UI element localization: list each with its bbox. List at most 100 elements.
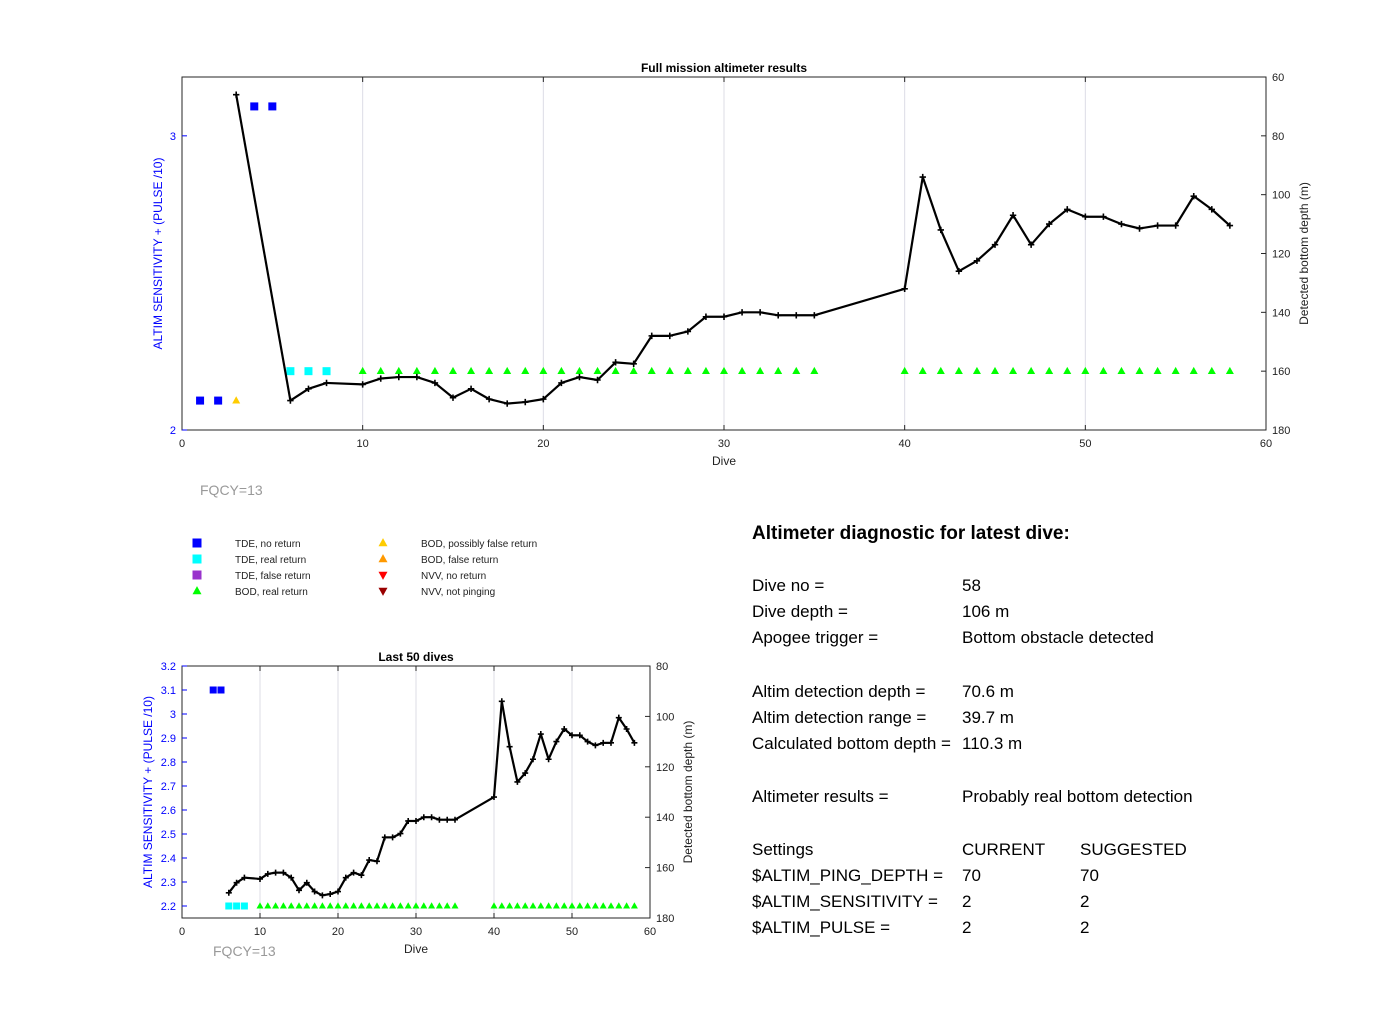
data-point <box>214 396 223 405</box>
depth-line-segment <box>500 701 511 747</box>
data-point <box>435 902 443 909</box>
depth-point <box>793 312 800 319</box>
x-tick-label: 40 <box>899 438 911 450</box>
data-point <box>756 366 765 375</box>
depth-point <box>522 770 529 777</box>
depth-point <box>381 834 388 841</box>
depth-point <box>389 834 396 841</box>
legend-entry: NVV, not pinging <box>378 587 495 598</box>
depth-point <box>452 816 458 823</box>
x-tick-label: 20 <box>332 926 344 938</box>
legend-label: TDE, false return <box>235 571 311 582</box>
data-point <box>268 102 277 111</box>
depth-line-segment <box>1193 195 1213 211</box>
data-point <box>1099 366 1108 375</box>
chart-title: Full mission altimeter results <box>641 61 807 75</box>
depth-point <box>305 385 312 393</box>
depth-line-segment <box>531 733 542 760</box>
depth-line-segment <box>617 717 628 730</box>
depth-point <box>233 91 240 98</box>
depth-point <box>522 398 529 406</box>
depth-point <box>449 394 457 401</box>
depth-point <box>431 379 439 387</box>
depth-line-segment <box>1102 215 1122 226</box>
depth-point <box>684 328 692 335</box>
depth-point <box>919 173 926 181</box>
data-point <box>404 902 412 909</box>
depth-point <box>506 743 513 750</box>
depth-line-segment <box>524 758 534 774</box>
data-point <box>272 902 280 909</box>
y2-tick-label: 100 <box>1272 190 1290 202</box>
depth-point <box>311 888 318 895</box>
settings-cell: 2 <box>1080 918 1089 937</box>
depth-point <box>335 888 341 895</box>
diagnostic-value: 58 <box>962 576 981 595</box>
depth-point <box>584 738 591 745</box>
series-detected-bottom-depth <box>233 91 1234 407</box>
depth-point <box>1154 222 1161 229</box>
depth-line-segment <box>1012 214 1033 246</box>
depth-line-segment <box>903 176 924 289</box>
y-tick-label: 2.9 <box>161 733 176 745</box>
data-point <box>591 902 599 909</box>
data-point <box>326 902 334 909</box>
y-tick-label: 2.4 <box>161 853 176 865</box>
depth-point <box>350 869 357 876</box>
depth-point <box>241 874 248 881</box>
data-point <box>430 366 439 375</box>
y2-axis-label: Detected bottom depth (m) <box>1297 182 1311 325</box>
data-point <box>1189 366 1198 375</box>
depth-point <box>303 879 310 886</box>
depth-line-segment <box>434 382 454 399</box>
depth-point <box>225 889 232 896</box>
data-point <box>521 902 529 909</box>
data-point <box>396 902 404 909</box>
depth-point <box>738 309 746 316</box>
data-point <box>615 902 623 909</box>
data-point <box>575 366 584 375</box>
depth-point <box>467 385 475 393</box>
depth-line-segment <box>921 176 942 231</box>
data-point <box>389 902 397 909</box>
depth-point <box>257 875 263 882</box>
depth-line-segment <box>1030 223 1051 246</box>
data-point <box>1081 366 1090 375</box>
depth-point <box>428 814 435 821</box>
depth-line-segment <box>958 259 978 273</box>
depth-point <box>1172 222 1179 229</box>
data-point <box>443 902 451 909</box>
depth-line-segment <box>492 701 503 798</box>
diagnostic-value: 39.7 m <box>962 708 1014 727</box>
data-point <box>1135 366 1144 375</box>
depth-point <box>395 373 402 381</box>
depth-line-segment <box>547 741 558 760</box>
x-tick-label: 0 <box>179 926 185 938</box>
y2-tick-label: 120 <box>656 762 674 774</box>
y2-tick-label: 60 <box>1272 72 1284 84</box>
data-point <box>196 396 205 405</box>
data-point <box>521 366 530 375</box>
diagnostic-value: Bottom obstacle detected <box>962 628 1154 647</box>
series-tde-real-return <box>225 902 248 910</box>
x-tick-label: 40 <box>488 926 500 938</box>
x-tick-label: 10 <box>357 438 369 450</box>
depth-line-segment <box>337 877 347 893</box>
depth-point <box>498 698 505 705</box>
depth-point <box>615 714 622 721</box>
data-point <box>1207 366 1216 375</box>
depth-point <box>374 858 380 865</box>
legend-entry: TDE, real return <box>192 554 306 566</box>
depth-point <box>631 739 638 746</box>
data-point <box>428 902 436 909</box>
data-point <box>513 902 521 909</box>
legend-label: BOD, possibly false return <box>421 539 537 550</box>
legend-label: TDE, real return <box>235 555 306 566</box>
depth-point <box>540 395 547 403</box>
data-point <box>701 366 710 375</box>
depth-point <box>264 870 271 877</box>
data-point <box>1027 366 1036 375</box>
depth-point <box>666 332 673 340</box>
depth-point <box>1136 225 1143 232</box>
depth-line-segment <box>362 377 382 386</box>
